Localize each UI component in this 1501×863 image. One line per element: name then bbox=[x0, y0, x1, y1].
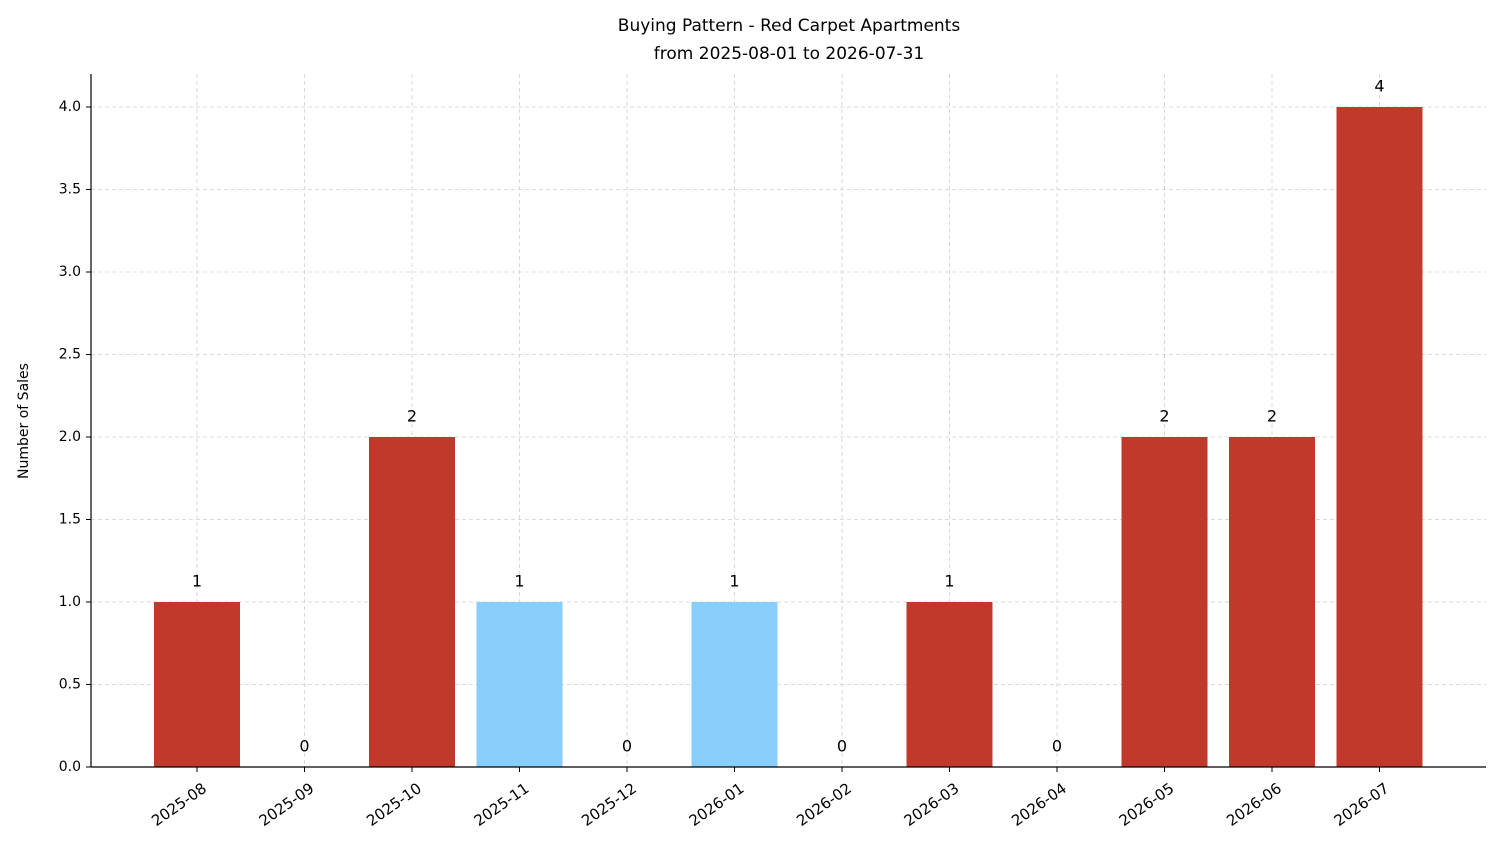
y-tick-label: 4.0 bbox=[59, 99, 81, 115]
x-tick-label: 2026-01 bbox=[686, 779, 748, 830]
bar bbox=[1336, 107, 1423, 767]
bar bbox=[691, 602, 778, 767]
data-label: 1 bbox=[944, 572, 954, 591]
data-label: 1 bbox=[192, 572, 202, 591]
y-axis-label: Number of Sales bbox=[16, 363, 32, 479]
x-tick-label: 2026-06 bbox=[1223, 779, 1285, 830]
data-label: 0 bbox=[1052, 737, 1062, 756]
bar bbox=[369, 437, 455, 767]
data-label: 1 bbox=[729, 572, 739, 591]
x-tick-label: 2026-07 bbox=[1331, 779, 1393, 830]
data-label: 0 bbox=[622, 737, 632, 756]
x-tick-label: 2026-02 bbox=[793, 779, 855, 830]
bar bbox=[476, 602, 563, 767]
y-tick-label: 3.0 bbox=[59, 264, 81, 280]
y-tick-label: 1.0 bbox=[59, 594, 81, 610]
x-tick-label: 2025-12 bbox=[578, 779, 640, 830]
x-tick-label: 2025-11 bbox=[471, 779, 533, 830]
data-label: 0 bbox=[299, 737, 309, 756]
y-tick-label: 3.5 bbox=[59, 182, 81, 198]
data-label: 0 bbox=[837, 737, 847, 756]
bar bbox=[154, 602, 240, 767]
bar bbox=[1229, 437, 1315, 767]
y-tick-label: 2.0 bbox=[59, 429, 81, 445]
data-label: 1 bbox=[514, 572, 524, 591]
y-tick-label: 0.5 bbox=[59, 677, 81, 693]
y-tick-label: 2.5 bbox=[59, 347, 81, 363]
y-tick-label: 1.5 bbox=[59, 512, 81, 528]
x-tick-label: 2025-08 bbox=[148, 779, 210, 830]
data-label: 2 bbox=[1267, 407, 1277, 426]
x-tick-label: 2026-04 bbox=[1008, 779, 1070, 830]
data-label: 2 bbox=[407, 407, 417, 426]
chart-subtitle: from 2025-08-01 to 2026-07-31 bbox=[654, 44, 924, 64]
data-label: 2 bbox=[1159, 407, 1169, 426]
bar bbox=[906, 602, 993, 767]
x-tick-label: 2026-05 bbox=[1116, 779, 1178, 830]
x-tick-label: 2025-10 bbox=[363, 779, 425, 830]
x-tick-label: 2026-03 bbox=[901, 779, 963, 830]
bar bbox=[1121, 437, 1208, 767]
data-label: 4 bbox=[1374, 77, 1384, 96]
chart-title: Buying Pattern - Red Carpet Apartments bbox=[618, 16, 961, 36]
x-tick-label: 2025-09 bbox=[256, 779, 318, 830]
y-tick-label: 0.0 bbox=[59, 759, 81, 775]
